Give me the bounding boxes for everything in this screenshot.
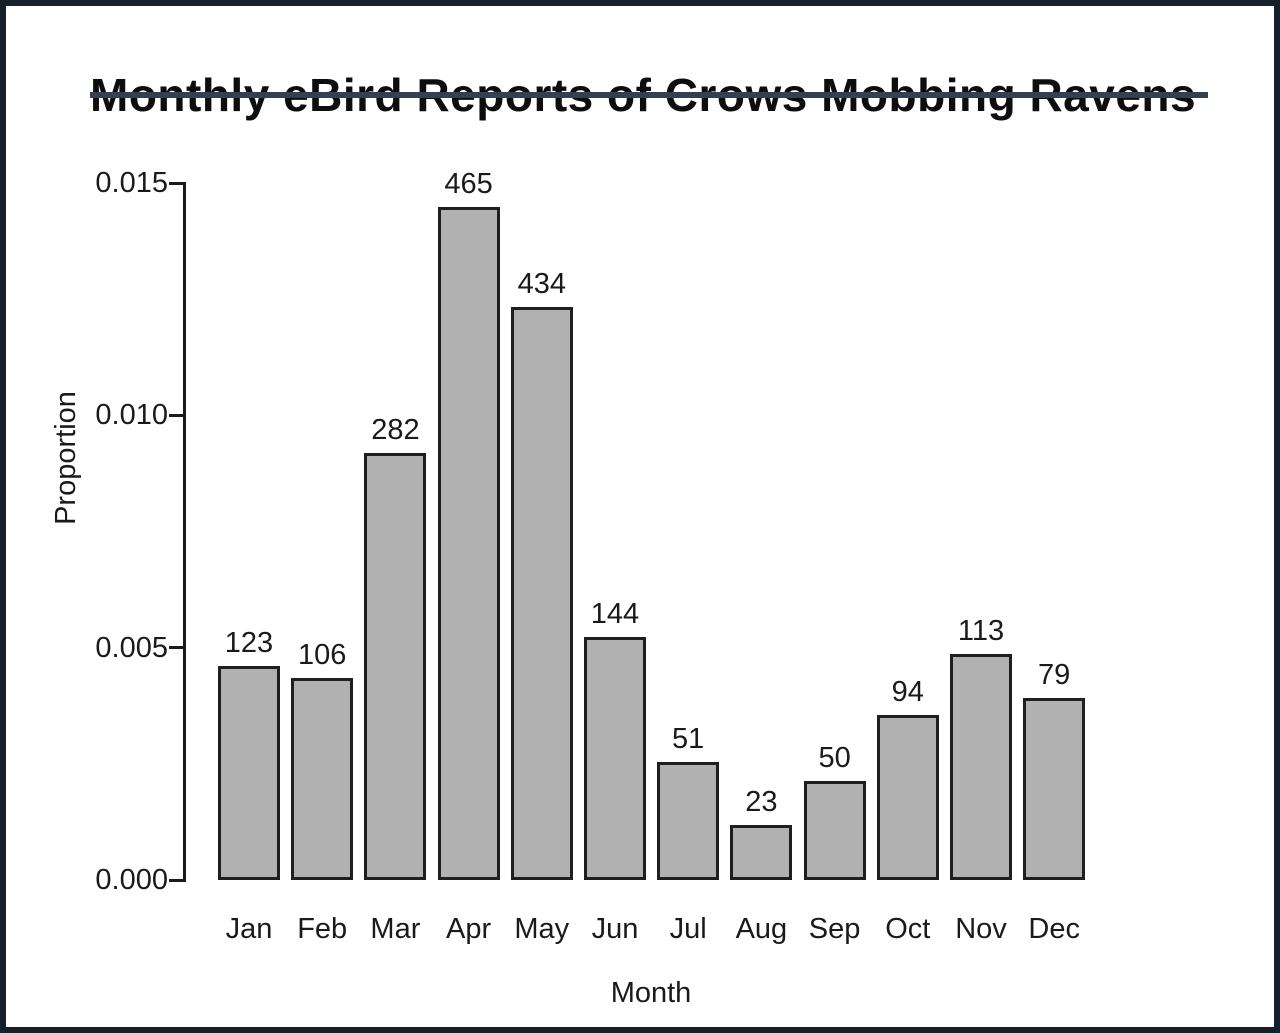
bar-count-label-oct: 94	[891, 676, 924, 709]
bar-count-label-nov: 113	[957, 614, 1005, 647]
bar-apr	[437, 207, 500, 881]
bar-oct	[876, 715, 939, 881]
y-axis-line	[183, 182, 186, 882]
x-tick-label-jul: Jul	[669, 913, 707, 945]
x-tick-label-oct: Oct	[885, 913, 931, 945]
bar-count-label-jun: 144	[590, 598, 640, 631]
x-tick-label-feb: Feb	[297, 913, 348, 945]
x-tick-label-apr: Apr	[446, 913, 492, 945]
y-tick-label: 0.015	[95, 167, 168, 199]
bar-count-label-may: 434	[517, 268, 566, 301]
y-tick-mark	[169, 646, 183, 650]
y-tick-mark	[169, 181, 183, 185]
y-tick-label: 0.005	[95, 631, 168, 664]
y-tick-mark	[169, 413, 183, 417]
x-tick-label-jan: Jan	[225, 913, 273, 945]
bar-count-label-feb: 106	[297, 639, 347, 672]
bar-jul	[657, 761, 720, 881]
y-tick-label: 0.010	[95, 399, 168, 432]
x-tick-label-nov: Nov	[955, 913, 1007, 945]
y-tick-mark	[169, 878, 183, 882]
bar-count-label-mar: 282	[371, 413, 420, 446]
bar-count-label-apr: 465	[444, 168, 493, 201]
bar-jun	[584, 637, 646, 881]
bar-mar	[364, 452, 427, 881]
x-tick-label-jun: Jun	[591, 913, 639, 945]
bar-count-label-aug: 23	[745, 785, 778, 818]
bar-count-label-dec: 79	[1038, 659, 1071, 692]
bar-count-label-sep: 50	[818, 742, 851, 775]
x-tick-label-aug: Aug	[735, 913, 788, 945]
bar-count-label-jul: 51	[672, 722, 705, 755]
x-tick-label-sep: Sep	[808, 913, 861, 945]
x-tick-label-may: May	[514, 913, 570, 945]
title-underline	[90, 92, 1208, 98]
x-axis-title: Month	[610, 977, 692, 1009]
bar-jan	[218, 666, 280, 881]
y-tick-label: 0.000	[95, 864, 168, 897]
x-tick-label-mar: Mar	[370, 913, 421, 945]
bar-aug	[730, 824, 793, 881]
bar-sep	[803, 781, 866, 881]
bar-count-label-jan: 123	[224, 627, 274, 660]
bar-nov	[950, 653, 1012, 881]
x-tick-label-dec: Dec	[1028, 913, 1080, 945]
bar-may	[510, 307, 573, 881]
bar-feb	[291, 678, 354, 881]
bar-dec	[1023, 698, 1086, 881]
y-axis-title: Proportion	[50, 391, 82, 525]
